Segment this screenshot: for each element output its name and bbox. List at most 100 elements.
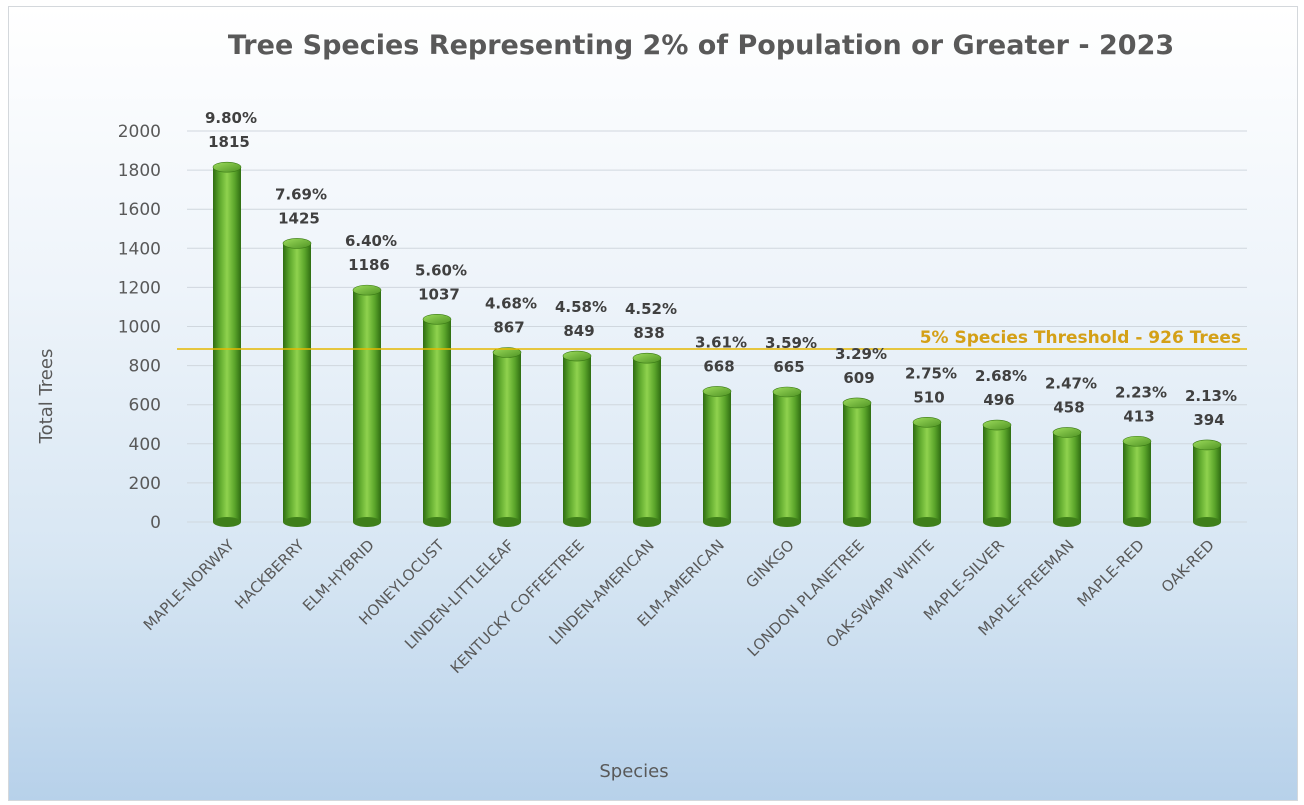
bar-cap bbox=[282, 238, 312, 249]
bar bbox=[352, 284, 382, 527]
bar bbox=[562, 350, 592, 527]
value-label: 1425 bbox=[278, 209, 320, 227]
y-tick-label: 600 bbox=[129, 396, 161, 416]
y-tick-label: 2000 bbox=[118, 122, 161, 142]
bar-base bbox=[913, 517, 941, 527]
bar bbox=[1052, 427, 1082, 527]
value-label: 510 bbox=[913, 388, 944, 406]
percent-label: 2.23% bbox=[1115, 383, 1167, 401]
bar-base bbox=[493, 517, 521, 527]
bar-body bbox=[1123, 441, 1151, 522]
bar-base bbox=[633, 517, 661, 527]
x-tick-label: MAPLE-NORWAY bbox=[140, 536, 239, 635]
bar bbox=[632, 352, 662, 527]
percent-label: 2.47% bbox=[1045, 374, 1097, 392]
bar-body bbox=[913, 422, 941, 522]
bar-base bbox=[1123, 517, 1151, 527]
y-axis-title: Total Trees bbox=[36, 349, 57, 445]
bar-body bbox=[1193, 444, 1221, 522]
bar-cap bbox=[1122, 435, 1152, 447]
bar bbox=[772, 386, 802, 527]
y-tick-label: 800 bbox=[129, 357, 161, 377]
x-tick-label: HACKBERRY bbox=[231, 536, 308, 613]
value-label: 609 bbox=[843, 369, 874, 387]
x-tick-label: LONDON PLANETREE bbox=[744, 536, 868, 660]
bar-cap bbox=[562, 350, 592, 362]
bar bbox=[1192, 439, 1222, 527]
bar-cap bbox=[422, 313, 452, 325]
bar-body bbox=[773, 391, 801, 522]
bar-base bbox=[703, 517, 731, 527]
percent-label: 3.29% bbox=[835, 345, 887, 363]
bar bbox=[702, 386, 732, 527]
bar-body bbox=[843, 402, 871, 522]
percent-label: 4.68% bbox=[485, 295, 537, 313]
bar-cap bbox=[772, 386, 802, 398]
threshold-label: 5% Species Threshold - 926 Trees bbox=[920, 328, 1241, 348]
y-tick-label: 0 bbox=[150, 513, 161, 533]
bars bbox=[212, 161, 1222, 527]
chart-frame: Tree Species Representing 2% of Populati… bbox=[8, 6, 1298, 801]
bar-base bbox=[563, 517, 591, 527]
percent-label: 2.13% bbox=[1185, 387, 1237, 405]
bar-cap bbox=[912, 416, 942, 428]
x-tick-label: OAK-RED bbox=[1158, 536, 1218, 596]
bar-base bbox=[843, 517, 871, 527]
percent-label: 3.59% bbox=[765, 334, 817, 352]
chart-title: Tree Species Representing 2% of Populati… bbox=[228, 30, 1174, 61]
percent-label: 9.80% bbox=[205, 109, 257, 127]
y-tick-label: 1800 bbox=[118, 161, 161, 181]
percent-label: 2.68% bbox=[975, 367, 1027, 385]
bar bbox=[492, 347, 522, 527]
bar-body bbox=[353, 290, 381, 522]
value-label: 849 bbox=[563, 322, 594, 340]
bar-base bbox=[1193, 517, 1221, 527]
bar-base bbox=[423, 517, 451, 527]
y-tick-label: 200 bbox=[129, 474, 161, 494]
bar-base bbox=[983, 517, 1011, 527]
percent-label: 5.60% bbox=[415, 261, 467, 279]
percent-label: 7.69% bbox=[275, 185, 327, 203]
x-axis-ticks: MAPLE-NORWAYHACKBERRYELM-HYBRIDHONEYLOCU… bbox=[140, 536, 1218, 678]
bar-cap bbox=[492, 347, 522, 358]
y-tick-label: 1000 bbox=[118, 318, 161, 338]
bar bbox=[842, 397, 872, 527]
bar-chart: Tree Species Representing 2% of Populati… bbox=[36, 30, 1247, 782]
x-tick-label: ELM-HYBRID bbox=[299, 536, 378, 615]
bar bbox=[422, 313, 452, 527]
y-axis-ticks: 0 200 400 600 800 1000 1200 1400 1600 1800 2000 bbox=[118, 122, 161, 533]
percent-label: 4.58% bbox=[555, 298, 607, 316]
value-label: 458 bbox=[1053, 398, 1084, 416]
bar bbox=[982, 419, 1012, 527]
percent-label: 2.75% bbox=[905, 364, 957, 382]
bar-body bbox=[983, 425, 1011, 522]
bar bbox=[282, 238, 312, 527]
bar bbox=[1122, 435, 1152, 527]
bar-base bbox=[353, 517, 381, 527]
bar-base bbox=[283, 517, 311, 527]
threshold-group: 5% Species Threshold - 926 Trees bbox=[177, 328, 1247, 350]
bar-cap bbox=[212, 161, 242, 173]
value-label: 413 bbox=[1123, 407, 1154, 425]
bar-body bbox=[283, 243, 311, 522]
bar-base bbox=[773, 517, 801, 527]
value-label: 665 bbox=[773, 358, 804, 376]
bar-cap bbox=[632, 352, 662, 364]
x-tick-label: GINKGO bbox=[742, 536, 798, 592]
bar-body bbox=[423, 319, 451, 522]
bar bbox=[912, 416, 942, 527]
bar bbox=[212, 161, 242, 527]
bar-body bbox=[493, 352, 521, 522]
percent-label: 4.52% bbox=[625, 300, 677, 318]
percent-label: 3.61% bbox=[695, 333, 747, 351]
x-tick-label: MAPLE-RED bbox=[1074, 536, 1148, 610]
value-label: 867 bbox=[493, 319, 524, 337]
bar-body bbox=[563, 356, 591, 522]
bar-base bbox=[1053, 517, 1081, 527]
bar-cap bbox=[842, 397, 872, 409]
value-label: 496 bbox=[983, 391, 1014, 409]
bar-cap bbox=[1192, 439, 1222, 451]
x-tick-label: KENTUCKY COFFEETREE bbox=[447, 536, 588, 677]
y-tick-label: 1400 bbox=[118, 239, 161, 259]
value-label: 1186 bbox=[348, 256, 390, 274]
